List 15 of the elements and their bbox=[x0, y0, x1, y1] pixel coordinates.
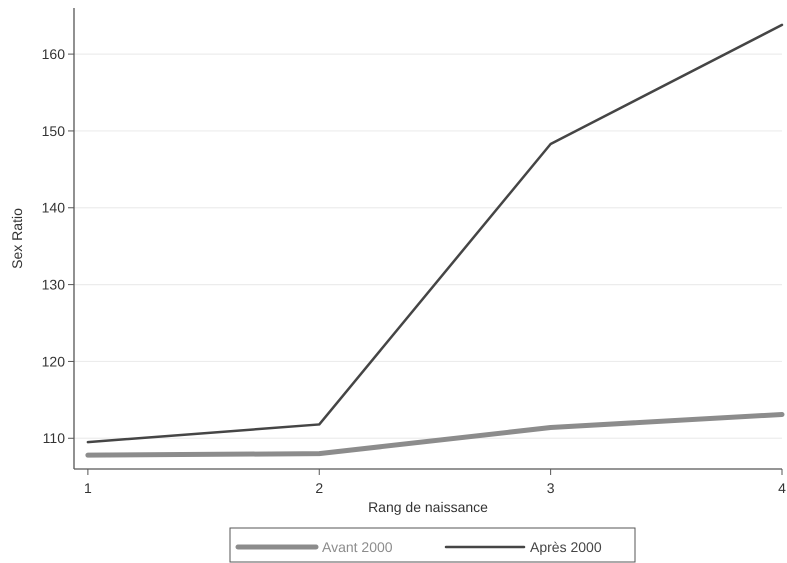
x-tick-label: 3 bbox=[546, 480, 555, 496]
y-tick-label: 150 bbox=[42, 122, 66, 139]
y-axis-title: Sex Ratio bbox=[9, 208, 25, 269]
text: Après 2000 bbox=[530, 538, 602, 555]
x-tick-label: 2 bbox=[315, 480, 324, 496]
x-tick-label: 4 bbox=[778, 480, 786, 496]
line-series bbox=[86, 24, 784, 444]
y-tick-label: 130 bbox=[42, 276, 66, 292]
text: Avant 2000 bbox=[322, 538, 393, 555]
y-tick-label: 140 bbox=[42, 200, 66, 216]
x-axis-title: Rang de naissance bbox=[368, 499, 488, 515]
y-tick-label: 110 bbox=[42, 430, 66, 446]
x-tick-label: 1 bbox=[84, 480, 92, 496]
y-tick-label: 120 bbox=[42, 353, 66, 370]
y-tick-label: 160 bbox=[42, 46, 66, 62]
